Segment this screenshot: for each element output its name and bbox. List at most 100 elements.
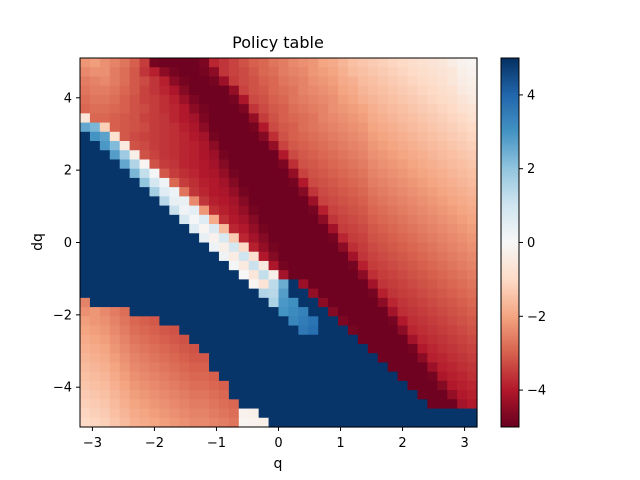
heatmap-cell [377, 122, 389, 133]
heatmap-cell [338, 325, 349, 336]
heatmap-cell [169, 131, 180, 142]
heatmap-cell [278, 131, 290, 142]
heatmap-cell [248, 399, 260, 410]
heatmap-cell [417, 334, 428, 345]
heatmap-cell [119, 380, 131, 391]
heatmap-cell [80, 67, 91, 78]
heatmap-cell [288, 122, 299, 133]
heatmap-cell [139, 242, 151, 253]
heatmap-cell [427, 214, 438, 225]
heatmap-cell [427, 177, 438, 188]
heatmap-cell [89, 113, 101, 124]
heatmap-cell [139, 58, 151, 68]
heatmap-cell [357, 279, 369, 290]
heatmap-cell [80, 76, 91, 87]
heatmap-cell [308, 334, 319, 345]
heatmap-cell [427, 67, 438, 78]
heatmap-cell [248, 288, 260, 299]
heatmap-cell [338, 362, 349, 373]
heatmap-cell [318, 214, 329, 225]
heatmap-cell [397, 390, 409, 400]
heatmap-cell [169, 288, 180, 299]
heatmap-cell [278, 141, 290, 151]
heatmap-cell [99, 260, 111, 271]
heatmap-cell [318, 380, 329, 391]
heatmap-cell [367, 316, 379, 327]
heatmap-cell [467, 131, 478, 142]
heatmap-cell [467, 297, 478, 308]
heatmap-cell [467, 104, 478, 114]
heatmap-cell [139, 177, 151, 188]
heatmap-cell [268, 297, 280, 308]
heatmap-cell [209, 85, 220, 96]
heatmap-cell [199, 131, 210, 142]
heatmap-cell [218, 343, 230, 354]
heatmap-cell [328, 390, 339, 400]
heatmap-cell [357, 67, 369, 78]
heatmap-cell [457, 177, 468, 188]
heatmap-cell [338, 76, 349, 87]
y-tick-label: −4 [53, 381, 72, 396]
heatmap-cell [437, 85, 448, 96]
heatmap-cell [457, 122, 468, 133]
heatmap-cell [169, 343, 180, 354]
heatmap-cell [427, 371, 438, 382]
heatmap-cell [89, 205, 101, 216]
heatmap-cell [149, 417, 161, 428]
heatmap-cell [288, 325, 299, 336]
heatmap-cell [109, 371, 121, 382]
heatmap-cell [377, 260, 389, 271]
heatmap-cell [119, 113, 131, 124]
heatmap-cell [159, 417, 170, 428]
heatmap-cell [407, 113, 419, 124]
heatmap-cell [377, 141, 389, 151]
heatmap-cell [417, 380, 428, 391]
heatmap-cell [427, 159, 438, 170]
heatmap-cell [99, 94, 111, 105]
heatmap-cell [149, 131, 161, 142]
heatmap-cell [99, 141, 111, 151]
heatmap-cell [367, 362, 379, 373]
heatmap-cell [437, 270, 448, 280]
heatmap-cell [119, 196, 131, 207]
heatmap-cell [228, 131, 240, 142]
heatmap-cell [238, 196, 250, 207]
heatmap-cell [129, 58, 141, 68]
heatmap-cell [417, 76, 428, 87]
heatmap-cell [99, 159, 111, 170]
heatmap-cell [169, 390, 180, 400]
heatmap-cell [417, 205, 428, 216]
heatmap-cell [179, 297, 190, 308]
heatmap-cell [139, 408, 151, 419]
heatmap-cell [298, 214, 309, 225]
heatmap-cell [89, 288, 101, 299]
heatmap-cell [318, 417, 329, 428]
heatmap-cell [367, 307, 379, 317]
heatmap-cell [209, 408, 220, 419]
heatmap-cell [437, 168, 448, 179]
heatmap-cell [437, 242, 448, 253]
heatmap-cell [417, 279, 428, 290]
heatmap-cell [238, 205, 250, 216]
heatmap-cell [347, 353, 359, 364]
heatmap-cell [407, 371, 419, 382]
heatmap-cell [199, 362, 210, 373]
heatmap-cell [367, 371, 379, 382]
heatmap-cell [328, 380, 339, 391]
heatmap-cell [119, 168, 131, 179]
heatmap-cell [338, 122, 349, 133]
heatmap-cell [199, 260, 210, 271]
heatmap-cell [248, 67, 260, 78]
heatmap-cell [109, 362, 121, 373]
heatmap-cell [209, 113, 220, 124]
heatmap-cell [238, 131, 250, 142]
heatmap-cell [109, 353, 121, 364]
heatmap-cell [119, 316, 131, 327]
heatmap-cell [328, 288, 339, 299]
heatmap-cell [139, 260, 151, 271]
heatmap-cell [129, 196, 141, 207]
heatmap-cell [189, 260, 200, 271]
heatmap-cell [447, 233, 458, 244]
heatmap-cell [179, 85, 190, 96]
heatmap-cell [288, 196, 299, 207]
